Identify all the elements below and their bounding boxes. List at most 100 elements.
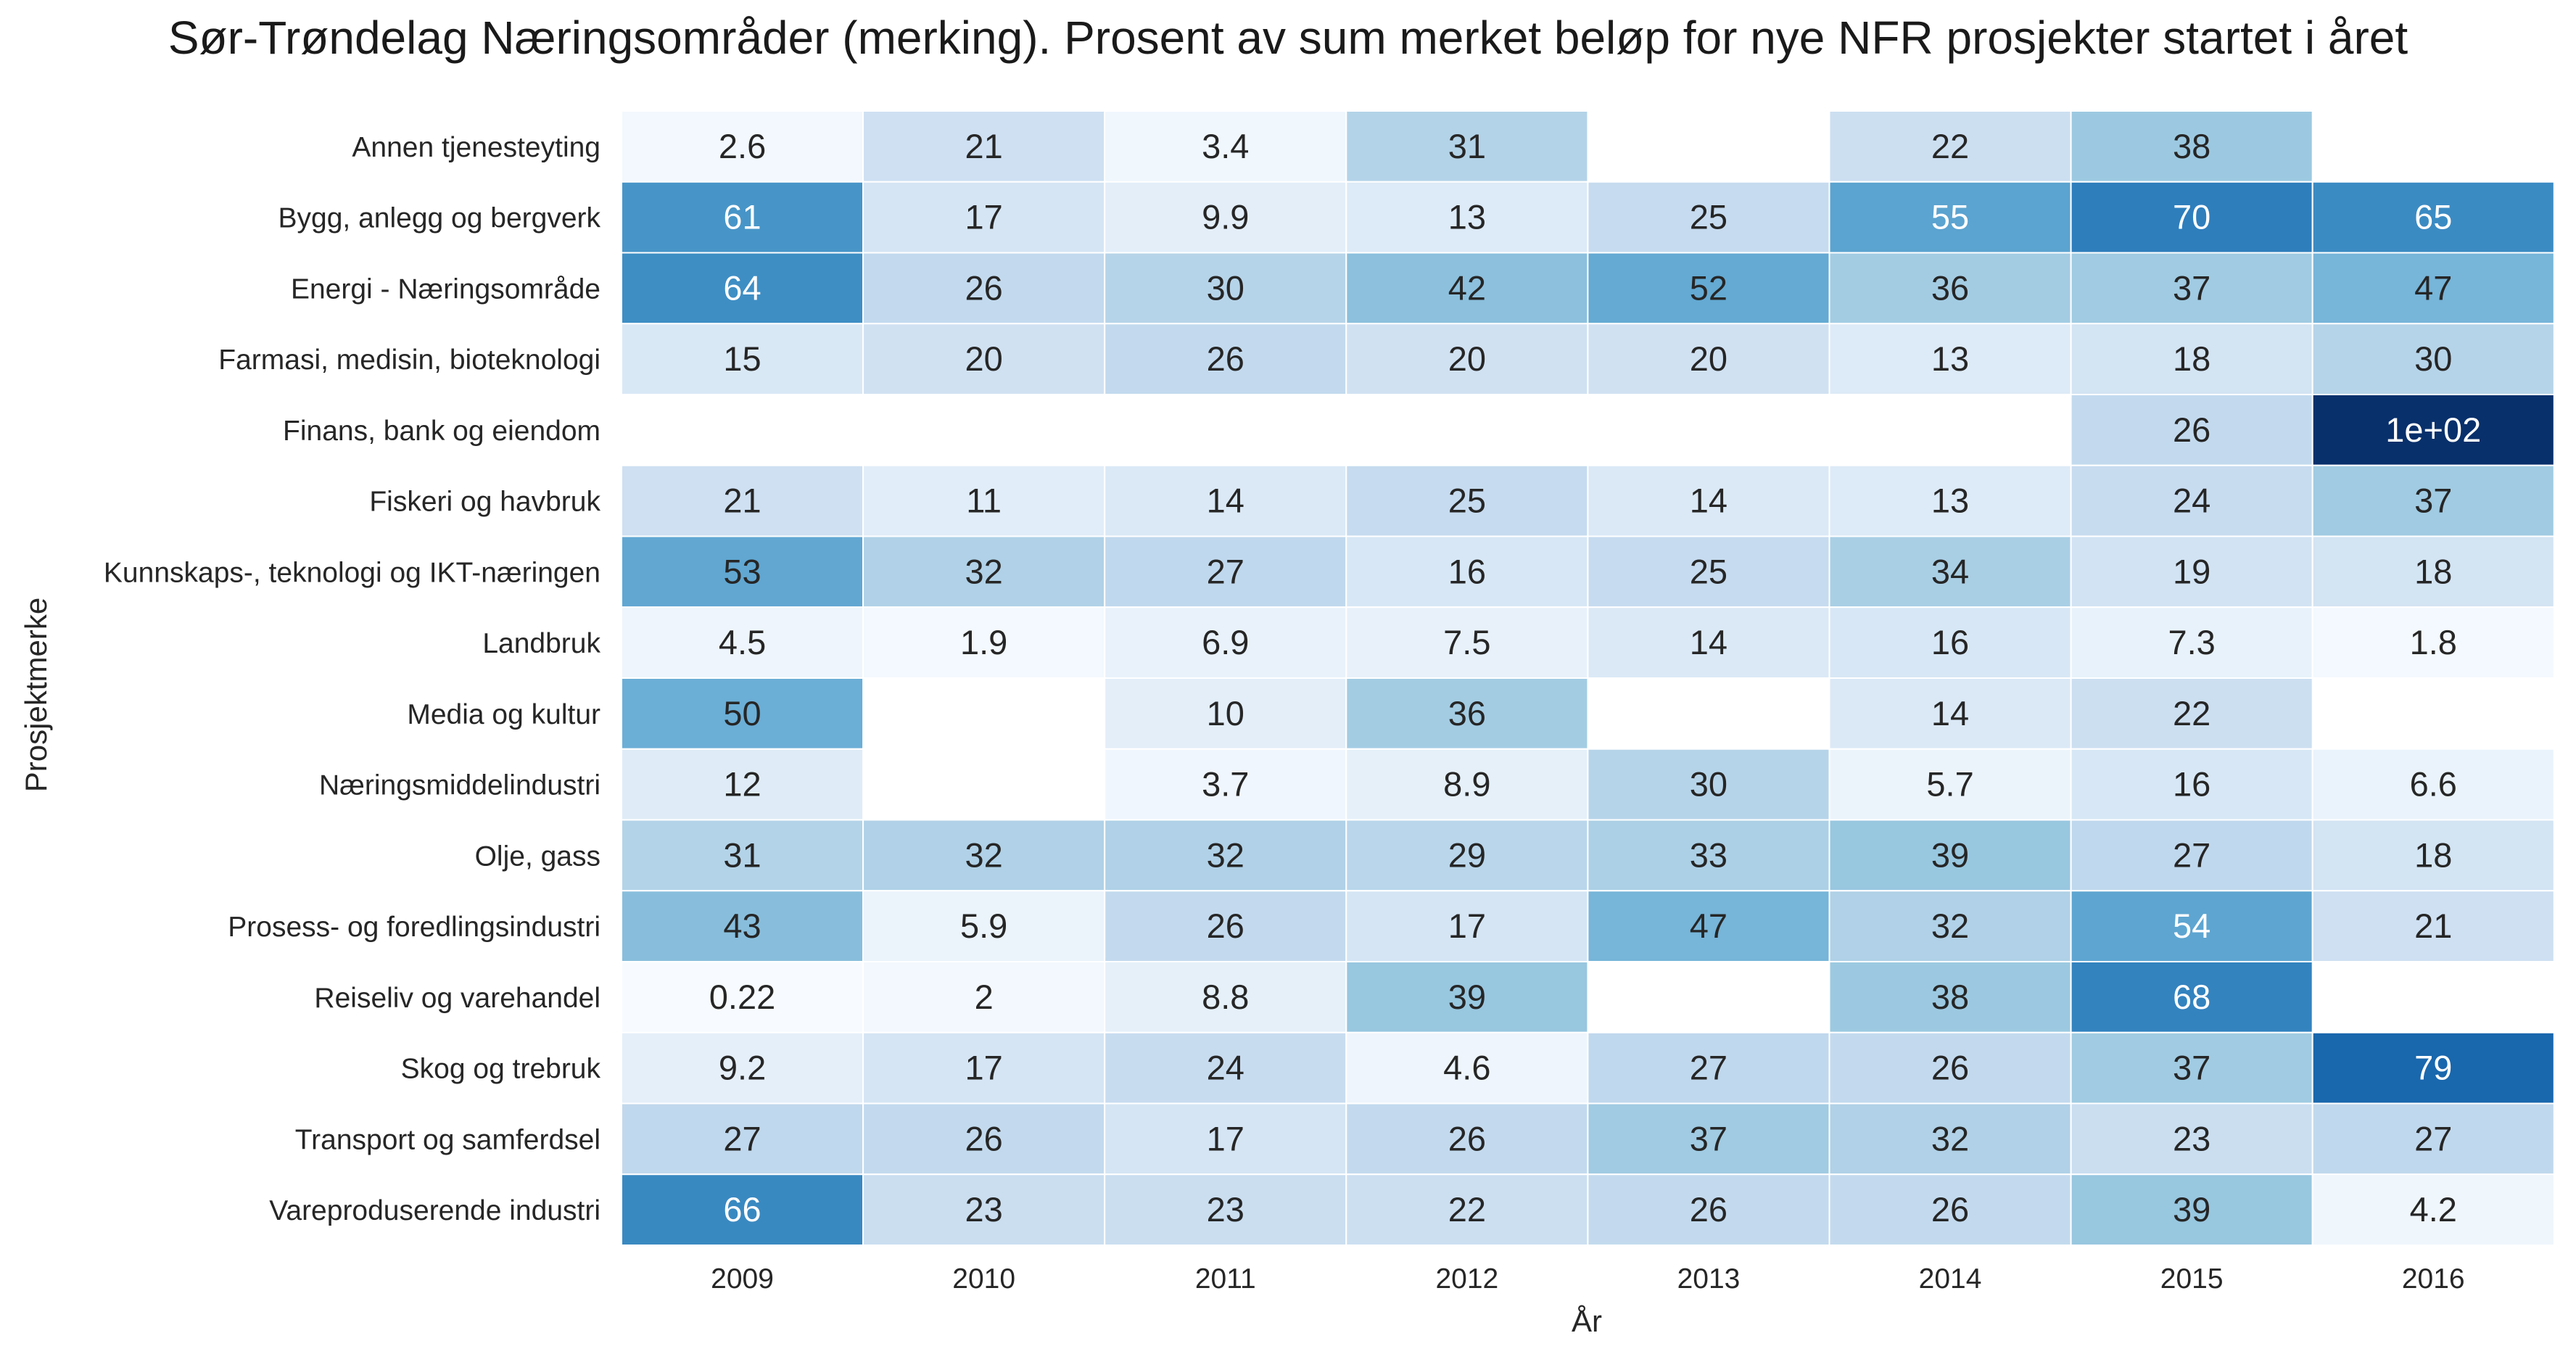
cell-value-label: 22 <box>1448 1190 1486 1229</box>
cell-value-label: 25 <box>1690 552 1727 590</box>
heatmap-cell <box>2311 606 2555 679</box>
cell-value-label: 27 <box>1690 1049 1727 1087</box>
heatmap-cell <box>1828 961 2072 1033</box>
cell-value-label: 47 <box>1690 907 1727 945</box>
cell-value-label: 18 <box>2414 835 2452 874</box>
heatmap-cell <box>621 819 864 892</box>
heatmap-cell <box>1828 1031 2072 1105</box>
cell-value-label: 15 <box>723 339 761 378</box>
cell-value-label: 64 <box>723 268 761 307</box>
cell-value-label: 13 <box>1931 339 1969 378</box>
heatmap-cell <box>2070 394 2313 466</box>
cell-value-label: 26 <box>965 1119 1003 1157</box>
cell-value-label: 16 <box>1931 623 1969 661</box>
cell-value-label: 21 <box>723 482 761 520</box>
cell-value-label: 39 <box>1448 978 1486 1016</box>
heatmap-cell <box>1345 961 1589 1033</box>
cell-value-label: 20 <box>1448 339 1486 378</box>
cell-value-label: 26 <box>1207 339 1244 378</box>
heatmap-cell <box>1104 323 1347 395</box>
cell-value-label: 26 <box>2173 410 2210 449</box>
cell-value-label: 1.8 <box>2410 623 2457 661</box>
heatmap-cell <box>2070 606 2313 679</box>
heatmap-cell <box>1345 1102 1589 1176</box>
heatmap-cell <box>1345 819 1589 892</box>
heatmap-cell <box>1345 464 1589 537</box>
x-axis-label: År <box>1572 1304 1602 1338</box>
cell-value-label: 25 <box>1690 198 1727 236</box>
cell-value-label: 37 <box>2173 268 2210 307</box>
heatmap-cell <box>2311 252 2555 325</box>
heatmap-cell <box>2311 1173 2555 1246</box>
column-label: 2012 <box>1435 1263 1498 1295</box>
cell-value-label: 30 <box>1207 268 1244 307</box>
heatmap-cell <box>1345 677 1589 750</box>
heatmap-cell <box>862 181 1106 254</box>
heatmap-cell <box>2070 748 2313 821</box>
cell-value-label: 68 <box>2173 978 2210 1016</box>
cell-value-label: 29 <box>1448 835 1486 874</box>
row-labels: Annen tjenesteyting Bygg, anlegg og bergv… <box>104 132 601 1226</box>
cell-value-label: 3.4 <box>1202 127 1249 165</box>
cell-value-label: 32 <box>1931 1119 1969 1157</box>
cell-value-label: 47 <box>2414 268 2452 307</box>
heatmap-cell <box>1587 890 1830 962</box>
heatmap-cell <box>862 1173 1106 1246</box>
heatmap-cell <box>2070 110 2313 183</box>
cell-value-label: 50 <box>723 694 761 732</box>
cell-value-label: 32 <box>965 835 1003 874</box>
cell-value-label: 23 <box>965 1190 1003 1229</box>
row-label: Fiskeri og havbruk <box>369 487 600 518</box>
cell-value-label: 20 <box>965 339 1003 378</box>
chart-title: Sør-Trøndelag Næringsområder (merking). … <box>168 12 2408 64</box>
cell-value-label: 24 <box>1207 1049 1244 1087</box>
cell-value-label: 9.9 <box>1202 198 1249 236</box>
heatmap-cell <box>1828 252 2072 325</box>
cell-value-label: 33 <box>1690 835 1727 874</box>
heatmap-cell <box>1828 181 2072 254</box>
heatmap-cell <box>1345 181 1589 254</box>
cell-value-label: 23 <box>1207 1190 1244 1229</box>
cell-value-label: 8.8 <box>1202 978 1249 1016</box>
cell-value-label: 37 <box>2414 482 2452 520</box>
cell-value-label: 12 <box>723 765 761 804</box>
cell-value-label: 6.6 <box>2410 765 2457 804</box>
heatmap-cell <box>2070 181 2313 254</box>
cell-value-label: 17 <box>1448 907 1486 945</box>
heatmap-cell <box>2070 1031 2313 1105</box>
cell-value-label: 7.3 <box>2168 623 2215 661</box>
cell-value-label: 23 <box>2173 1119 2210 1157</box>
heatmap-cell <box>1587 1102 1830 1176</box>
cell-value-label: 14 <box>1207 482 1244 520</box>
heatmap-cell <box>862 1031 1106 1105</box>
row-label: Bygg, anlegg og bergverk <box>278 203 601 234</box>
cell-value-label: 34 <box>1931 552 1969 590</box>
column-label: 2016 <box>2402 1263 2465 1295</box>
heatmap-cell <box>1587 1173 1830 1246</box>
heatmap-cell <box>2311 890 2555 962</box>
heatmap-cell <box>1345 748 1589 821</box>
cell-value-label: 18 <box>2173 339 2210 378</box>
cell-value-label: 1e+02 <box>2385 410 2481 449</box>
row-label: Kunnskaps-, teknologi og IKT-næringen <box>104 557 600 588</box>
heatmap-cell <box>1828 819 2072 892</box>
heatmap-cell <box>621 1173 864 1246</box>
heatmap-cell <box>1587 819 1830 892</box>
heatmap-cell <box>862 110 1106 183</box>
heatmap-cell <box>1828 748 2072 821</box>
heatmap-cell <box>1104 464 1347 537</box>
cell-value-label: 16 <box>1448 552 1486 590</box>
cell-value-label: 26 <box>1207 907 1244 945</box>
heatmap-cell <box>621 1102 864 1176</box>
cell-value-label: 3.7 <box>1202 765 1249 804</box>
cell-value-label: 30 <box>2414 339 2452 378</box>
heatmap-cell <box>862 252 1106 325</box>
cell-value-label: 37 <box>1690 1119 1727 1157</box>
cell-value-label: 1.9 <box>960 623 1007 661</box>
cell-value-label: 43 <box>723 907 761 945</box>
row-label: Reiseliv og varehandel <box>314 983 600 1014</box>
cell-value-label: 21 <box>2414 907 2452 945</box>
heatmap-cell <box>2070 464 2313 537</box>
cell-value-label: 26 <box>1448 1119 1486 1157</box>
